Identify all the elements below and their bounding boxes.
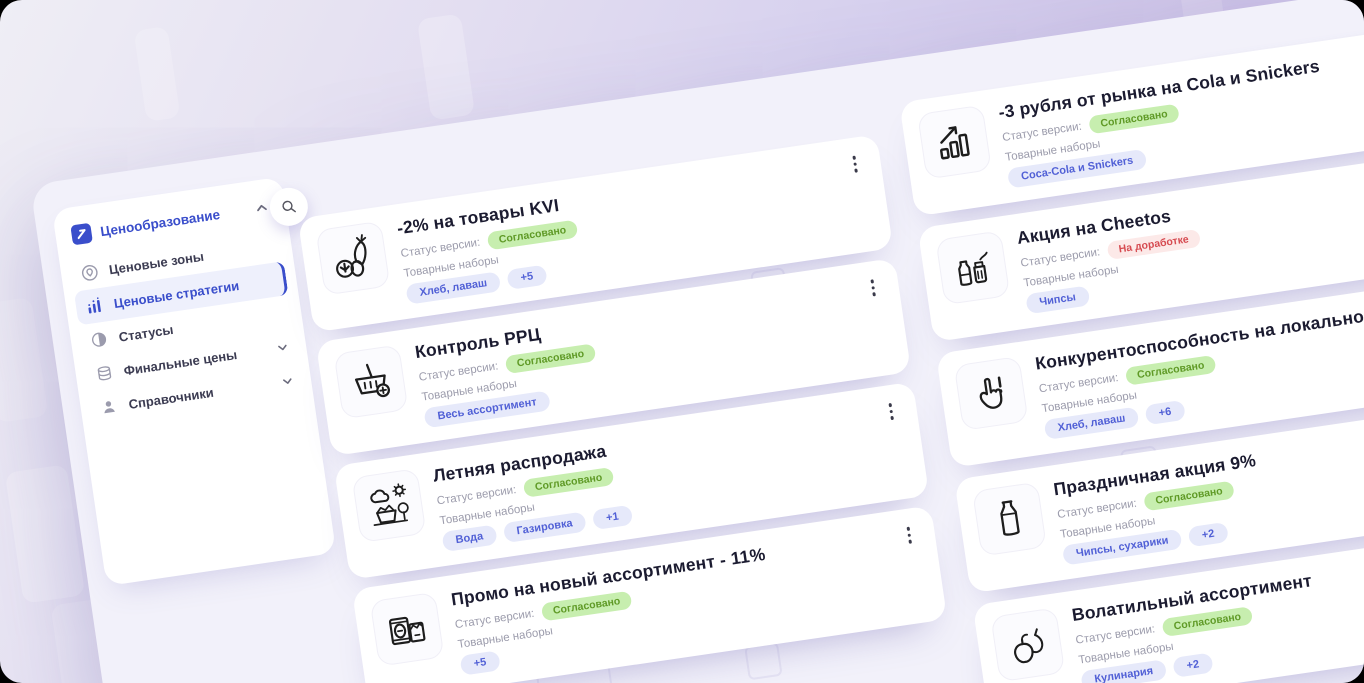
sidebar-item-statuses[interactable]: Статусы [79,295,294,359]
product-set-chip: Чипсы [1025,285,1091,315]
product-set-chip: +2 [1172,652,1214,678]
chevron-down-icon[interactable] [282,377,294,386]
status-label: Статус версии: [1056,497,1138,522]
sidebar-item-price-zones[interactable]: Ценовые зоны [69,228,284,292]
card-menu-button[interactable] [883,398,898,424]
status-label: Статус версии: [400,236,482,261]
card-menu-button[interactable] [865,275,880,301]
strategy-list-right-column: -3 рубля от рынка на Cola и Snickers Ста… [899,10,1364,683]
product-set-chip: +5 [506,264,548,290]
sidebar-item-directories[interactable]: Справочники [89,362,304,426]
product-set-chip: Вода [441,524,498,553]
sidebar: Ценообразование Ценовые зоны Ценовые стр… [51,176,337,587]
sidebar-item-final-prices[interactable]: Финальные цены [84,328,299,392]
status-label: Статус версии: [418,360,500,384]
product-set-chip: +6 [1144,399,1186,426]
sidebar-item-price-strategies[interactable]: Ценовые стратегии [73,261,289,326]
status-label: Статус версии: [454,607,536,632]
search-button[interactable] [267,185,311,229]
groceries-icon [935,230,1011,306]
status-label: Статус версии: [436,484,518,508]
chevron-down-icon[interactable] [277,343,289,352]
canned-food-icon [369,591,445,667]
pointing-hand-icon [953,356,1029,431]
strategy-list-left-column: -2% на товары KVI Статус версии: Согласов… [297,134,948,683]
globe-pin-icon [78,261,101,284]
status-label: Статус версии: [1038,371,1120,396]
bar-chart-icon [83,295,106,318]
half-circle-icon [88,328,111,351]
status-label: Статус версии: [1074,623,1156,647]
search-icon [280,198,298,216]
product-set-chip: +1 [591,504,633,531]
card-menu-button[interactable] [902,522,917,548]
strategy-card[interactable]: Акция на Cheetos Статус версии: На дорабо… [917,135,1364,343]
status-label: Статус версии: [1001,120,1083,145]
pricing-logo-icon [70,222,93,246]
sidebar-header-label: Ценообразование [99,206,221,239]
strategy-card[interactable]: Контроль РРЦ Статус версии: Согласовано Т… [315,257,912,457]
strategy-card[interactable]: -2% на товары KVI Статус версии: Согласов… [297,134,894,333]
chevron-up-icon[interactable] [255,203,268,213]
coins-stack-icon [93,362,116,385]
strategy-card[interactable]: Конкурентоспособность на локальном Стату… [935,261,1364,468]
card-menu-button[interactable] [847,151,862,177]
strategy-card[interactable]: Летняя распродажа Статус версии: Согласов… [333,381,930,580]
fruits-icon [990,607,1066,683]
vegetables-icon [315,220,391,296]
sidebar-header[interactable]: Ценообразование [63,190,278,258]
app-window: Ценообразование Ценовые зоны Ценовые стр… [30,0,1364,683]
product-set-chip: +5 [459,650,501,676]
person-icon [98,396,121,419]
milk-bottle-icon [972,481,1047,557]
decor-stripe [0,296,49,424]
decor-stripe [133,26,181,122]
decor-stripe [416,13,476,121]
strategy-card[interactable]: -3 рубля от рынка на Cola и Snickers Ста… [899,10,1364,217]
growth-chart-icon [917,104,992,180]
strategy-card[interactable]: Промо на новый ассортимент - 11% Статус … [351,505,948,683]
summer-picnic-icon [351,468,427,543]
strategy-card[interactable]: Волатильный ассортимент Статус версии: Со… [972,512,1364,683]
strategy-card[interactable]: Праздничная акция 9% Статус версии: Согла… [954,387,1364,594]
product-set-chip: +2 [1187,521,1229,548]
basket-plus-icon [333,344,409,420]
status-label: Статус версии: [1019,246,1101,270]
